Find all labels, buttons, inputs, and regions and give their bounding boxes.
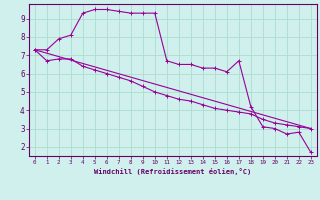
X-axis label: Windchill (Refroidissement éolien,°C): Windchill (Refroidissement éolien,°C) xyxy=(94,168,252,175)
